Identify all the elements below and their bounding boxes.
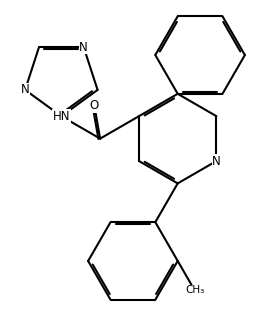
Text: N: N	[79, 41, 88, 54]
Text: N: N	[57, 110, 66, 123]
Text: HN: HN	[53, 110, 70, 123]
Text: O: O	[90, 99, 99, 112]
Text: N: N	[212, 155, 221, 167]
Text: N: N	[21, 83, 29, 96]
Text: CH₃: CH₃	[185, 285, 204, 295]
